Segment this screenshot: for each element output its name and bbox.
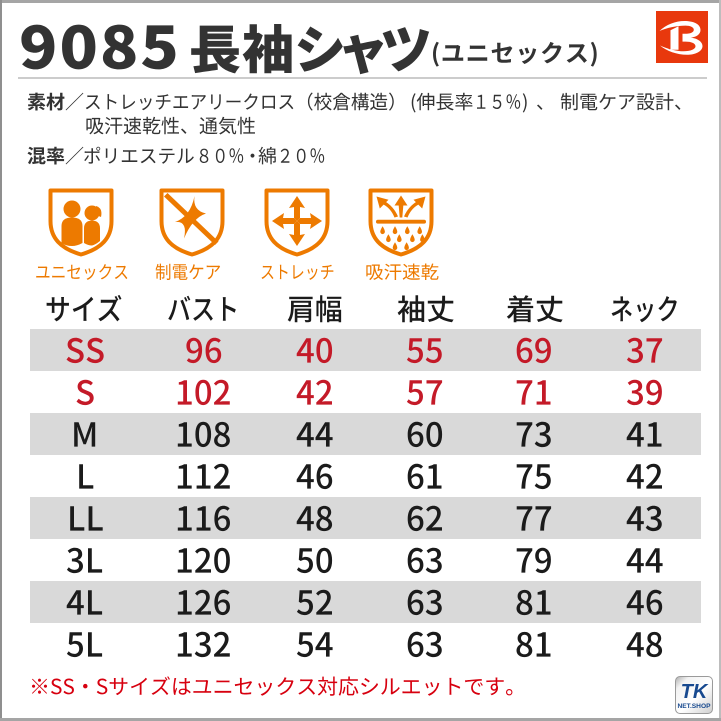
svg-text:NET.SHOP: NET.SHOP (678, 703, 712, 710)
svg-text:TK: TK (681, 681, 709, 703)
